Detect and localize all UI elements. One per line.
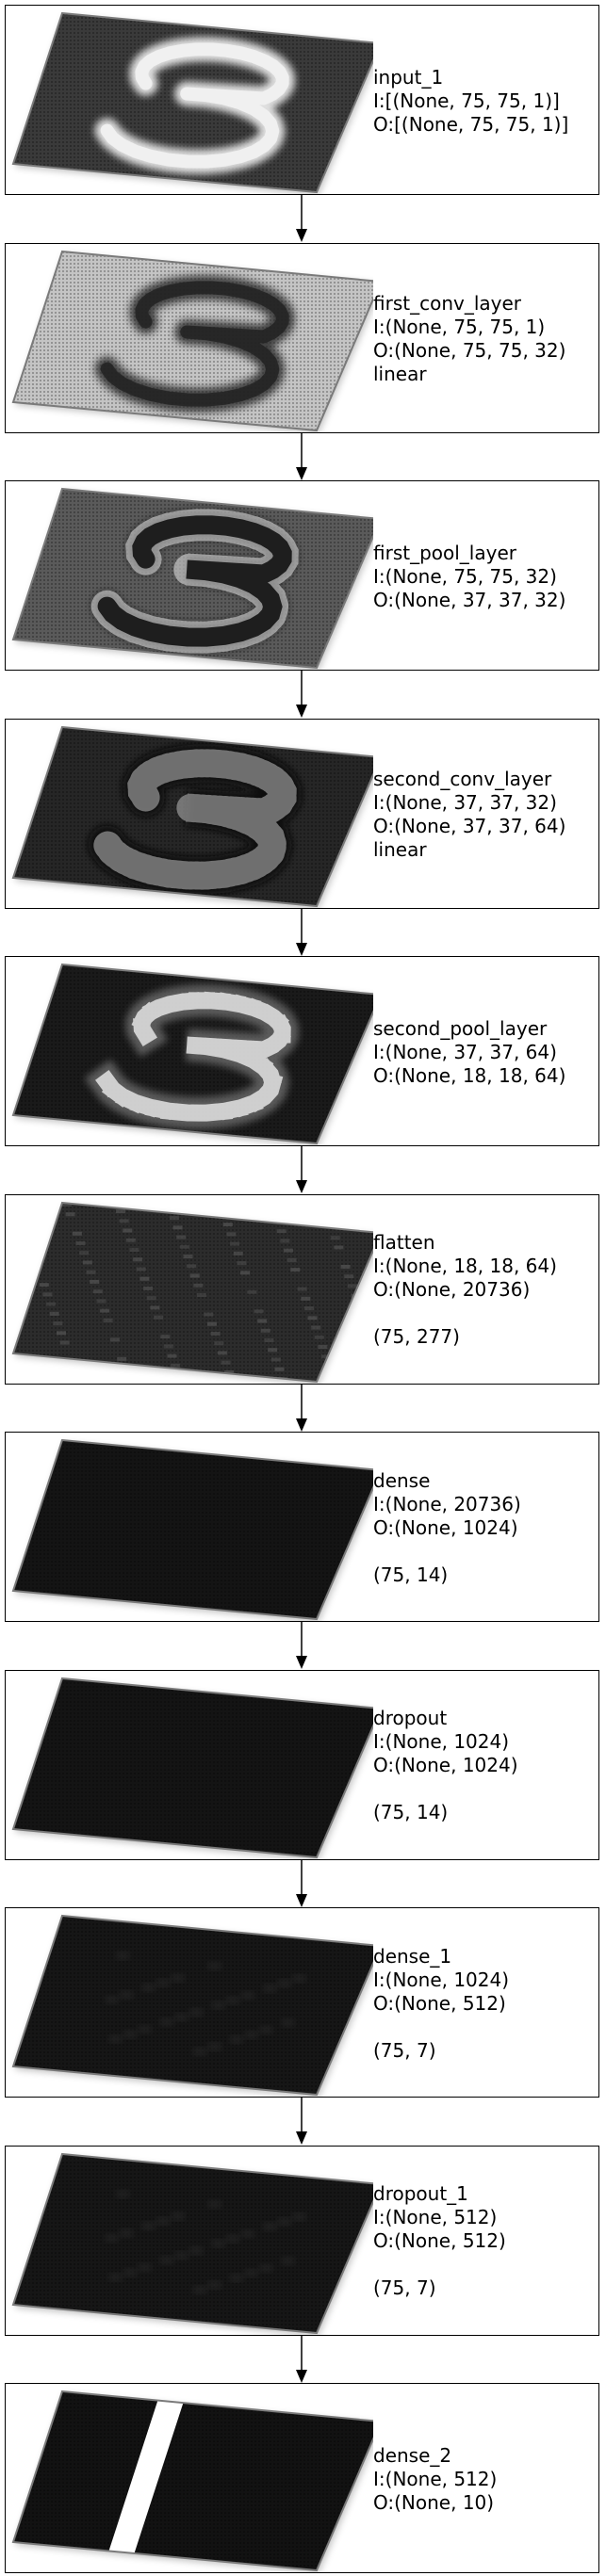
layer-name: second_conv_layer — [373, 767, 552, 790]
layer-activation-visual — [11, 2152, 373, 2335]
layer-box-dense-1: dense_1 I:(None, 1024) O:(None, 512) (75, 7… — [5, 1907, 599, 2098]
layer-label: dense I:(None, 20736) O:(None, 1024) (75, 1… — [373, 1433, 521, 1621]
layer-activation: linear — [373, 362, 427, 385]
label-spacer — [373, 2016, 509, 2039]
layer-visual-shape: (75, 14) — [373, 1801, 449, 1823]
layer-output-shape: O:(None, 512) — [373, 2229, 506, 2252]
flow-arrow — [296, 195, 307, 242]
label-spacer — [373, 1302, 557, 1325]
layer-input-shape: I:(None, 37, 37, 32) — [373, 790, 557, 814]
layer-activation-visual — [11, 1677, 373, 1859]
layer-input-shape: I:[(None, 75, 75, 1)] — [373, 89, 560, 112]
layer-name: dropout_1 — [373, 2182, 468, 2205]
layer-visual-shape: (75, 277) — [373, 1325, 460, 1348]
layer-name: dense_1 — [373, 1944, 452, 1968]
layer-input-shape: I:(None, 1024) — [373, 1968, 510, 1991]
layer-activation-visual — [11, 1201, 373, 1384]
layer-output-shape: O:(None, 512) — [373, 1991, 506, 2015]
layer-name: dropout — [373, 1707, 448, 1729]
layer-input-shape: I:(None, 512) — [373, 2206, 498, 2228]
layer-input-shape: I:(None, 75, 75, 32) — [373, 564, 557, 588]
layer-box-input-1: input_1 I:[(None, 75, 75, 1)] O:[(None, 75… — [5, 5, 599, 195]
flow-arrow — [296, 671, 307, 718]
layer-label: flatten I:(None, 18, 18, 64) O:(None, 2073… — [373, 1195, 557, 1384]
layer-output-shape: O:(None, 20736) — [373, 1278, 531, 1301]
layer-output-shape: O:(None, 37, 37, 32) — [373, 588, 566, 611]
layer-name: first_conv_layer — [373, 291, 522, 315]
layer-label: dense_2 I:(None, 512) O:(None, 10) — [373, 2384, 498, 2572]
layer-name: dense_2 — [373, 2443, 452, 2467]
layer-input-shape: I:(None, 20736) — [373, 1492, 521, 1515]
layer-label: input_1 I:[(None, 75, 75, 1)] O:[(None, 75… — [373, 6, 569, 194]
layer-visual-shape: (75, 14) — [373, 1563, 449, 1586]
layer-activation-visual — [11, 487, 373, 670]
layer-name: flatten — [373, 1231, 435, 1254]
layer-activation: linear — [373, 837, 427, 861]
layer-box-second-conv-layer: second_conv_layer I:(None, 37, 37, 32) O:(… — [5, 718, 599, 909]
layer-label: dropout_1 I:(None, 512) O:(None, 512) (75, … — [373, 2147, 506, 2335]
label-spacer — [373, 1777, 518, 1801]
layer-output-shape: O:(None, 10) — [373, 2490, 495, 2514]
label-spacer — [373, 1540, 521, 1563]
layer-name: dense — [373, 1468, 431, 1492]
layer-output-shape: O:(None, 75, 75, 32) — [373, 338, 566, 362]
flow-arrow — [296, 1859, 307, 1907]
layer-activation-visual — [11, 11, 373, 194]
layer-activation-visual — [11, 963, 373, 1145]
layer-name: input_1 — [373, 65, 444, 89]
layer-activation-visual — [11, 725, 373, 908]
flow-arrow — [296, 2335, 307, 2383]
layer-box-first-conv-layer: first_conv_layer I:(None, 75, 75, 1) O:(No… — [5, 242, 599, 433]
layer-activation-visual — [11, 2390, 373, 2572]
flow-arrow — [296, 908, 307, 956]
layer-output-shape: O:(None, 1024) — [373, 1515, 518, 1539]
layer-visual-shape: (75, 7) — [373, 2276, 436, 2299]
layer-label: dense_1 I:(None, 1024) O:(None, 512) (75, 7… — [373, 1908, 510, 2097]
layer-box-dropout: dropout I:(None, 1024) O:(None, 1024) (75, … — [5, 1669, 599, 1860]
layer-label: first_pool_layer I:(None, 75, 75, 32) O:(N… — [373, 481, 566, 670]
layer-activation-visual — [11, 1438, 373, 1621]
flow-arrow — [296, 2098, 307, 2145]
layer-label: second_conv_layer I:(None, 37, 37, 32) O:(… — [373, 720, 566, 908]
layer-box-flatten: flatten I:(None, 18, 18, 64) O:(None, 2073… — [5, 1193, 599, 1385]
layer-box-second-pool-layer: second_pool_layer I:(None, 37, 37, 64) O:(… — [5, 956, 599, 1146]
layer-box-dense: dense I:(None, 20736) O:(None, 1024) (75, 1… — [5, 1432, 599, 1622]
layer-box-first-pool-layer: first_pool_layer I:(None, 75, 75, 32) O:(N… — [5, 480, 599, 671]
layer-label: second_pool_layer I:(None, 37, 37, 64) O:(… — [373, 957, 566, 1145]
layer-name: first_pool_layer — [373, 541, 516, 564]
layer-input-shape: I:(None, 18, 18, 64) — [373, 1255, 557, 1277]
layer-output-shape: O:[(None, 75, 75, 1)] — [373, 112, 569, 136]
layer-output-shape: O:(None, 37, 37, 64) — [373, 814, 566, 837]
layer-output-shape: O:(None, 18, 18, 64) — [373, 1063, 566, 1087]
layer-box-dense-2: dense_2 I:(None, 512) O:(None, 10) — [5, 2383, 599, 2573]
layer-label: first_conv_layer I:(None, 75, 75, 1) O:(No… — [373, 244, 566, 432]
flow-arrow — [296, 432, 307, 480]
layer-input-shape: I:(None, 37, 37, 64) — [373, 1040, 557, 1063]
flow-arrow — [296, 1384, 307, 1432]
layer-name: second_pool_layer — [373, 1016, 548, 1040]
layer-box-dropout-1: dropout_1 I:(None, 512) O:(None, 512) (75, … — [5, 2145, 599, 2336]
layer-visual-shape: (75, 7) — [373, 2038, 436, 2062]
flow-arrow — [296, 1622, 307, 1669]
layer-label: dropout I:(None, 1024) O:(None, 1024) (75, … — [373, 1671, 518, 1859]
label-spacer — [373, 2253, 506, 2276]
layer-output-shape: O:(None, 1024) — [373, 1754, 518, 1776]
layer-activation-visual — [11, 250, 373, 432]
layer-input-shape: I:(None, 1024) — [373, 1730, 510, 1753]
flow-arrow — [296, 1146, 307, 1193]
layer-input-shape: I:(None, 75, 75, 1) — [373, 315, 546, 338]
layer-activation-visual — [11, 1914, 373, 2097]
layer-input-shape: I:(None, 512) — [373, 2467, 498, 2490]
